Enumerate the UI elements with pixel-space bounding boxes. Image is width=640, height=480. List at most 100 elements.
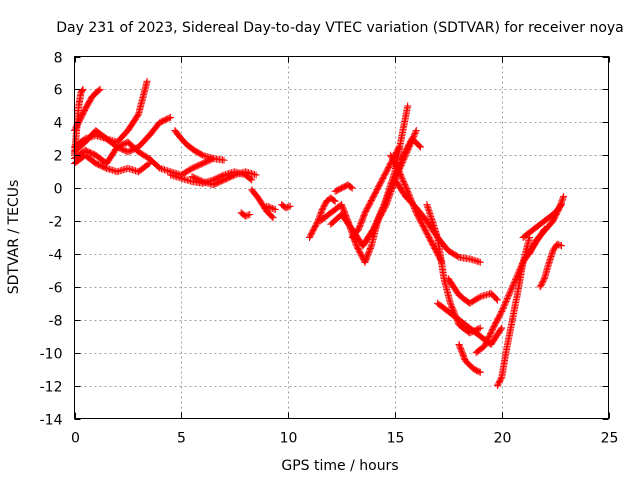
data-point — [165, 114, 173, 122]
data-point — [475, 294, 483, 302]
data-point — [498, 306, 506, 314]
data-point — [79, 85, 87, 93]
data-point — [412, 128, 420, 136]
data-point — [492, 295, 500, 303]
y-axis-label: SDTVAR / TECUs — [6, 180, 22, 295]
axis-ticks — [74, 56, 610, 420]
data-point — [499, 305, 507, 313]
data-point — [96, 85, 104, 93]
plot-frame — [74, 56, 609, 419]
x-tick-label: 25 — [601, 431, 619, 447]
data-point — [500, 303, 508, 311]
x-tick-label: 10 — [280, 431, 298, 447]
data-point — [252, 171, 260, 179]
data-point — [404, 102, 412, 110]
x-tick-label: 5 — [177, 431, 186, 447]
y-tick-label: 8 — [54, 51, 63, 67]
y-tick-label: 2 — [54, 149, 63, 165]
data-point — [556, 201, 564, 209]
data-point — [247, 175, 255, 183]
data-point — [285, 203, 293, 211]
y-tick-label: -8 — [49, 314, 63, 330]
data-point — [507, 287, 514, 295]
data-point — [560, 192, 568, 200]
data-point — [503, 296, 511, 304]
data-point — [248, 176, 256, 184]
data-point — [501, 300, 509, 308]
data-point — [78, 87, 86, 94]
data-point — [506, 289, 514, 297]
data-point — [508, 283, 516, 291]
data-point — [497, 325, 505, 333]
data-point — [449, 305, 457, 313]
data-point — [145, 160, 153, 167]
y-tick-label: 6 — [54, 83, 63, 99]
data-point — [348, 184, 356, 192]
data-point — [475, 368, 483, 376]
y-tick-label: -6 — [49, 281, 63, 297]
data-point — [454, 252, 462, 260]
data-point — [446, 299, 454, 307]
data-point — [498, 324, 506, 332]
chart-title: Day 231 of 2023, Sidereal Day-to-day VTE… — [56, 20, 624, 36]
y-axis-tick-labels: 8 6 4 2 0 -2 -4 -6 -8 -10 -12 -14 — [40, 51, 63, 429]
y-tick-label: -10 — [40, 347, 63, 363]
data-point — [475, 325, 483, 333]
data-point — [416, 142, 423, 150]
data-point — [347, 183, 355, 191]
data-point — [503, 295, 511, 302]
data-point — [197, 177, 205, 185]
data-point — [143, 77, 151, 85]
data-point — [507, 286, 515, 294]
data-point — [476, 258, 484, 266]
y-tick-label: -12 — [40, 380, 63, 396]
data-point — [268, 213, 276, 221]
x-tick-label: 20 — [494, 431, 512, 447]
data-point — [512, 274, 520, 282]
x-tick-label: 0 — [71, 431, 80, 447]
data-point — [101, 164, 109, 172]
data-point — [395, 144, 402, 152]
y-tick-label: 0 — [54, 182, 63, 198]
data-point — [271, 206, 279, 213]
y-tick-label: -14 — [40, 413, 63, 429]
data-points — [71, 77, 568, 390]
data-point — [476, 324, 484, 332]
data-point — [331, 197, 339, 205]
data-point — [417, 143, 424, 151]
data-point — [95, 86, 103, 94]
data-point — [382, 202, 390, 210]
data-point — [263, 202, 271, 210]
data-point — [508, 284, 516, 292]
data-point — [286, 202, 294, 210]
data-point — [398, 175, 406, 183]
data-point — [447, 301, 455, 309]
y-tick-label: -2 — [49, 215, 63, 231]
data-point — [399, 176, 407, 184]
x-axis-tick-labels: 0 5 10 15 20 25 — [71, 431, 618, 447]
data-point — [268, 204, 276, 212]
data-point — [505, 292, 513, 300]
data-point — [476, 368, 484, 376]
data-point — [497, 375, 505, 383]
data-point — [509, 281, 517, 289]
data-point — [269, 214, 277, 222]
data-point — [558, 242, 565, 250]
data-point — [493, 296, 501, 304]
y-tick-label: 4 — [54, 116, 63, 132]
data-point — [220, 156, 228, 164]
data-point — [246, 211, 254, 218]
data-point — [498, 308, 506, 315]
data-point — [411, 129, 419, 137]
data-point — [505, 290, 513, 298]
data-point — [412, 127, 420, 134]
data-point — [144, 160, 152, 168]
data-point — [330, 197, 338, 204]
data-point — [395, 143, 403, 151]
data-point — [502, 299, 509, 307]
y-tick-label: -4 — [49, 248, 63, 264]
data-point — [502, 297, 510, 305]
data-point — [243, 212, 251, 220]
x-axis-label: GPS time / hours — [281, 458, 398, 474]
